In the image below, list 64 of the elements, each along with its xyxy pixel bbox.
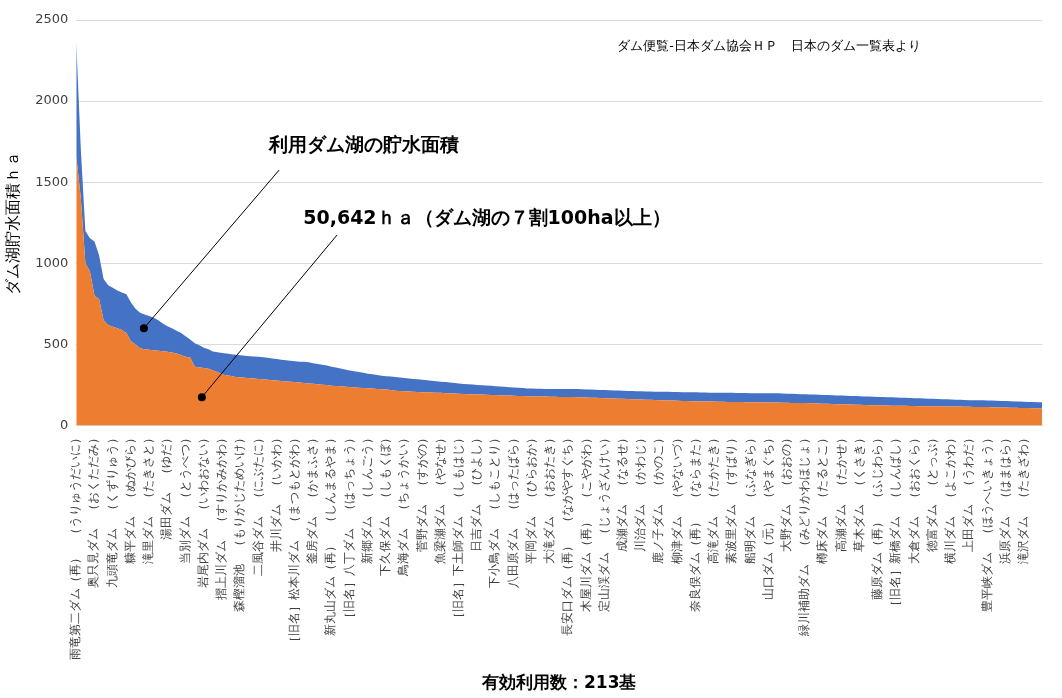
- y-tick-label: 0: [60, 416, 69, 432]
- x-tick-label: 素波里ダム （すばり）: [724, 431, 739, 564]
- x-tick-label: 大野ダム （おおの）: [779, 431, 794, 552]
- x-tick-label: 定山渓ダム （じょうざんけい）: [596, 431, 611, 612]
- x-tick-label: 九頭竜ダム （くずりゅう）: [104, 431, 119, 588]
- x-axis-title: 有効利用数：213基: [480, 672, 637, 693]
- x-tick-label: 糠平ダム （ぬかびら）: [122, 431, 137, 564]
- y-tick-label: 1500: [35, 173, 69, 189]
- x-tick-label: ［旧名］八丁ダム （はっちょう）: [341, 431, 356, 624]
- x-tick-label: 滝里ダム （たきさと）: [141, 431, 156, 564]
- x-tick-label: 当別ダム （とうべつ）: [177, 431, 192, 564]
- x-tick-label: 高瀬ダム （たかせ）: [833, 431, 848, 552]
- x-tick-label: 新郷ダム （しんごう）: [359, 431, 374, 564]
- x-tick-label: 高滝ダム （たかたき）: [706, 431, 721, 564]
- x-tick-label: 大滝ダム （おおたき）: [542, 431, 557, 564]
- x-tick-label: 川治ダム （かわじ）: [633, 431, 648, 552]
- x-tick-label: 藤原ダム（再） （ふじわら）: [870, 431, 885, 600]
- x-tick-label: 八田原ダム （はったばら）: [505, 431, 520, 588]
- x-tick-label: 雨竜第二ダム（再） （うりゅうだいに）: [68, 431, 83, 660]
- y-axis-title: ダム湖貯水面積ｈａ: [2, 150, 22, 295]
- x-tick-label: 山口ダム（元） （やまぐち）: [760, 431, 775, 600]
- x-tick-label: 豊平峡ダム （ほうへいきょう）: [979, 431, 994, 612]
- annotation: ダム便覧-日本ダム協会ＨＰ 日本のダム一覧表より: [617, 37, 921, 53]
- x-tick-label: 草木ダム （くさき）: [851, 431, 866, 552]
- x-tick-label: 樽床ダム （たるとこ）: [815, 431, 830, 564]
- x-tick-label: 二風谷ダム （にぶたに）: [250, 431, 265, 576]
- x-tick-label: 新丸山ダム（再） （しんまるやま）: [323, 431, 338, 636]
- x-tick-label: 摺上川ダム （すりかみかわ）: [214, 431, 229, 600]
- annotation: 利用ダム湖の貯水面積: [268, 132, 460, 155]
- x-tick-label: 上田ダム （うわだ）: [961, 431, 976, 552]
- x-tick-label: 緑川補助ダム （みどりかわほじょ）: [797, 431, 812, 637]
- y-tick-label: 2000: [35, 92, 69, 108]
- x-tick-label: 鹿ノ子ダム （かのこ）: [651, 431, 666, 564]
- x-tick-label: 日吉ダム （ひよし）: [469, 431, 484, 552]
- x-tick-label: 菅野ダム （すがの）: [414, 431, 429, 552]
- x-tick-label: 長安口ダム（再） （ながやすぐち）: [560, 431, 575, 636]
- x-tick-label: 岩尾内ダム （いわおない）: [195, 431, 210, 588]
- x-tick-label: ［旧名］下土師ダム （しもはじ）: [450, 431, 465, 624]
- x-tick-label: 魚梁瀬ダム （やなせ）: [432, 431, 447, 564]
- x-tick-label: 下小鳥ダム （しもことり）: [487, 431, 502, 588]
- x-tick-label: 釜房ダム （かまふさ）: [305, 431, 320, 564]
- x-tick-label: 木屋川ダム（再） （こやがわ）: [578, 431, 593, 612]
- x-tick-label: 横川ダム （よこかわ）: [943, 431, 958, 564]
- x-tick-label: 平岡ダム （ひらおか）: [523, 431, 538, 564]
- y-tick-label: 2500: [35, 11, 69, 27]
- x-tick-label: 湯田ダム （ゆだ）: [159, 431, 174, 540]
- x-tick-label: 井川ダム （いかわ）: [268, 431, 283, 552]
- y-tick-label: 1000: [35, 254, 69, 270]
- x-tick-label: 浜原ダム （はまはら）: [997, 431, 1012, 564]
- x-tick-label: ［旧名］新橋ダム （しんばし）: [888, 431, 903, 612]
- x-tick-label: 奥只見ダム （おくただみ）: [86, 431, 101, 588]
- x-tick-label: 船明ダム （ふなぎら）: [742, 431, 757, 564]
- x-tick-label: ［旧名］松本川ダム （まつもとがわ）: [286, 431, 301, 648]
- x-tick-label: 森樫溜池 （もりかじためいけ）: [232, 431, 247, 612]
- x-tick-label: 徳富ダム （とっぷ）: [924, 431, 939, 552]
- x-tick-label: 滝沢ダム （たきざわ）: [1015, 431, 1030, 564]
- x-tick-label: 成瀬ダム （なるせ）: [615, 431, 630, 552]
- x-tick-label: 奈良俣ダム（再） （ならまた）: [687, 431, 702, 612]
- x-tick-label: 大倉ダム （おおくら）: [906, 431, 921, 564]
- x-tick-label: 下久保ダム （しもくぼ）: [378, 431, 393, 576]
- x-tick-label: 柳津ダム （やないづ）: [669, 431, 684, 564]
- x-tick-label: 鳥海ダム （ちょうかい）: [396, 431, 411, 577]
- annotation: 50,642ｈａ（ダム湖の７割100ha以上）: [303, 205, 671, 228]
- y-tick-label: 500: [43, 335, 69, 351]
